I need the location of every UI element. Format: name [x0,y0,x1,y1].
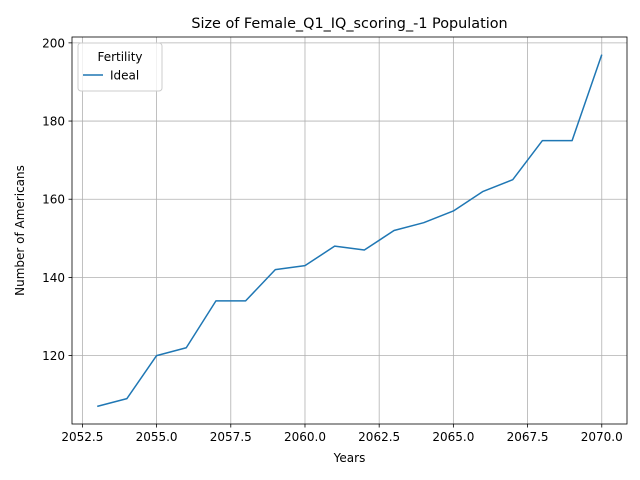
x-tick-label: 2065.0 [432,430,474,444]
y-axis-title: Number of Americans [13,165,27,296]
legend-title: Fertility [97,50,142,64]
x-tick-label: 2062.5 [358,430,400,444]
y-tick-label: 160 [42,193,65,207]
x-tick-label: 2060.0 [284,430,326,444]
x-tick-label: 2055.0 [136,430,178,444]
y-tick-label: 200 [42,36,65,50]
x-tick-label: 2057.5 [210,430,252,444]
chart-title: Size of Female_Q1_IQ_scoring_-1 Populati… [191,16,507,32]
legend-label-ideal: Ideal [110,69,139,83]
x-axis-ticks: 2052.5 2055.0 2057.5 2060.0 2062.5 2065.0 2067… [61,424,623,444]
y-tick-label: 140 [42,271,65,285]
y-axis-ticks: 120 140 160 180 200 [42,36,72,363]
x-tick-label: 2052.5 [61,430,103,444]
x-axis-title: Years [333,451,366,465]
legend-box [77,42,163,92]
series-layer [97,54,603,408]
series-line-ideal [97,54,603,408]
grid [72,37,627,424]
x-tick-label: 2070.0 [581,430,623,444]
y-tick-label: 180 [42,115,65,129]
y-tick-label: 120 [42,349,65,363]
x-tick-label: 2067.5 [507,430,549,444]
plot-area-frame [71,36,628,425]
legend: Fertility Ideal [77,42,163,92]
